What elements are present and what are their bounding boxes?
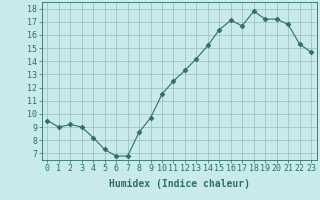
X-axis label: Humidex (Indice chaleur): Humidex (Indice chaleur) — [109, 179, 250, 189]
